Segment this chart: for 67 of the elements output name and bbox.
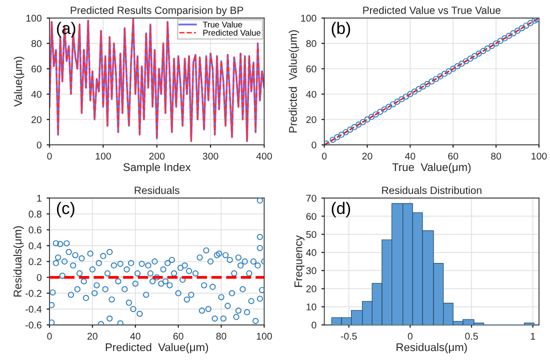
y-tick-label: 100 xyxy=(26,14,42,22)
x-tick-label: 80 xyxy=(216,332,226,340)
x-tick-label: 60 xyxy=(173,332,184,340)
annotation: (b) xyxy=(332,22,350,38)
y-tick-label: 10 xyxy=(306,304,316,310)
y-tick-label: 0.6 xyxy=(28,226,42,234)
y-tick-label: 80 xyxy=(31,40,42,48)
x-tick-label: 100 xyxy=(532,152,547,160)
x-tick-label: 0 xyxy=(322,152,327,160)
y-tick-label: 30 xyxy=(306,267,316,274)
y-tick-label: 0 xyxy=(36,274,42,281)
legend-label: Predicted Value xyxy=(203,30,260,36)
y-tick-label: 0 xyxy=(312,142,316,148)
x-axis-title: Predicted Value(μm) xyxy=(106,342,208,354)
chart-title: Residuals Distribution xyxy=(382,186,482,194)
x-axis-title: Residuals(μm) xyxy=(396,342,467,354)
y-tick-label: 1 xyxy=(37,194,42,202)
y-tick-label: 0.4 xyxy=(28,242,42,250)
legend-label: True Value xyxy=(202,21,242,28)
y-tick-label: 20 xyxy=(306,285,316,292)
y-tick-label: 60 xyxy=(32,66,42,72)
x-tick-label: 0.5 xyxy=(465,332,478,340)
y-tick-label: 60 xyxy=(306,212,316,220)
chart-title: Predicted Results Comparision by BP xyxy=(70,6,244,16)
x-tick-label: 0 xyxy=(47,332,52,340)
y-tick-label: 100 xyxy=(301,14,316,22)
y-tick-label: 0 xyxy=(312,322,316,329)
x-tick-label: 20 xyxy=(88,332,98,340)
y-tick-label: 40 xyxy=(306,90,316,98)
x-tick-label: 0 xyxy=(47,152,52,160)
x-tick-label: 400 xyxy=(256,152,272,160)
x-axis-title: True Value(μm) xyxy=(392,162,471,174)
x-tick-label: 1 xyxy=(530,332,536,340)
chart-title: Residuals xyxy=(134,186,180,194)
x-axis-title: Sample Index xyxy=(123,162,191,174)
x-tick-label: 100 xyxy=(256,332,272,340)
y-tick-label: 40 xyxy=(31,90,42,98)
y-tick-label: 0.8 xyxy=(28,210,42,218)
y-tick-label: 50 xyxy=(306,231,316,238)
y-tick-label: 80 xyxy=(306,40,316,48)
y-tick-label: -0.2 xyxy=(26,290,42,297)
y-tick-label: 0.2 xyxy=(28,258,42,266)
x-tick-label: 60 xyxy=(448,152,458,160)
y-tick-label: 0 xyxy=(36,142,42,148)
x-tick-label: 200 xyxy=(149,152,165,160)
y-tick-label: 60 xyxy=(306,66,316,72)
x-tick-label: 100 xyxy=(96,152,111,160)
x-tick-label: -0.5 xyxy=(340,332,357,340)
y-tick-label: -0.6 xyxy=(26,322,42,329)
y-tick-label: 20 xyxy=(32,116,42,124)
y-axis-title: Residuals(μm) xyxy=(13,226,24,297)
annotation: (d) xyxy=(332,202,350,218)
y-tick-label: 70 xyxy=(306,194,316,202)
y-axis-title: Value(μm) xyxy=(14,56,24,107)
annotation: (c) xyxy=(56,202,74,218)
y-axis-title: Frequency xyxy=(294,235,304,287)
y-tick-label: 40 xyxy=(306,249,316,256)
chart-title: Predicted Value vs True Value xyxy=(363,6,500,14)
x-tick-label: 80 xyxy=(491,152,502,160)
x-tick-label: 20 xyxy=(362,152,372,160)
x-tick-label: 0 xyxy=(408,332,413,340)
x-tick-label: 300 xyxy=(202,152,218,160)
y-axis-title: Predicted Value(μm) xyxy=(288,30,300,132)
y-tick-label: -0.4 xyxy=(26,306,42,313)
x-tick-label: 40 xyxy=(405,152,416,160)
y-tick-label: 20 xyxy=(306,116,316,124)
x-tick-label: 40 xyxy=(130,332,140,340)
